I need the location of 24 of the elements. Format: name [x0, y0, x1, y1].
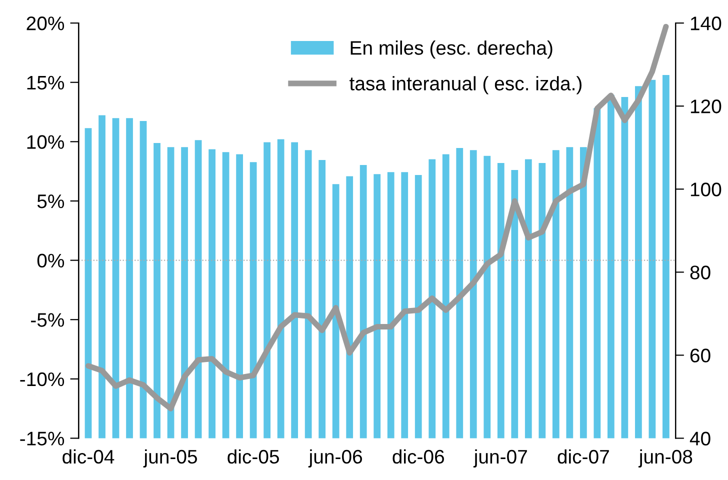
y-tick-label: 15% — [27, 76, 64, 90]
y-tick-label: -5% — [31, 313, 64, 327]
y-tick-label: 10% — [27, 135, 64, 149]
x-tick-label: dic-06 — [392, 449, 444, 464]
y2-tick-label: 140 — [690, 16, 722, 30]
y-tick-label: -15% — [20, 432, 64, 446]
y2-tick-label: 120 — [690, 100, 722, 114]
x-tick-label: jun-06 — [308, 449, 362, 468]
x-tick-label: jun-07 — [473, 449, 527, 468]
x-tick-label: jun-08 — [638, 449, 692, 468]
y2-tick-label: 40 — [690, 432, 710, 446]
y-tick-label: 0% — [37, 254, 64, 268]
y2-tick-label: 60 — [690, 348, 710, 362]
legend-label: tasa interanual ( esc. izda.) — [350, 76, 582, 94]
y-tick-label: 5% — [37, 194, 64, 208]
x-tick-label: dic-07 — [558, 449, 609, 464]
x-tick-label: dic-04 — [62, 449, 114, 464]
x-tick-label: jun-05 — [143, 449, 197, 468]
x-tick-label: dic-05 — [228, 449, 279, 464]
legend-label: En miles (esc. derecha) — [350, 40, 552, 59]
y2-tick-label: 100 — [690, 182, 722, 196]
y2-tick-label: 80 — [690, 266, 710, 280]
y-tick-label: -10% — [20, 372, 64, 386]
y-tick-label: 20% — [26, 16, 64, 30]
